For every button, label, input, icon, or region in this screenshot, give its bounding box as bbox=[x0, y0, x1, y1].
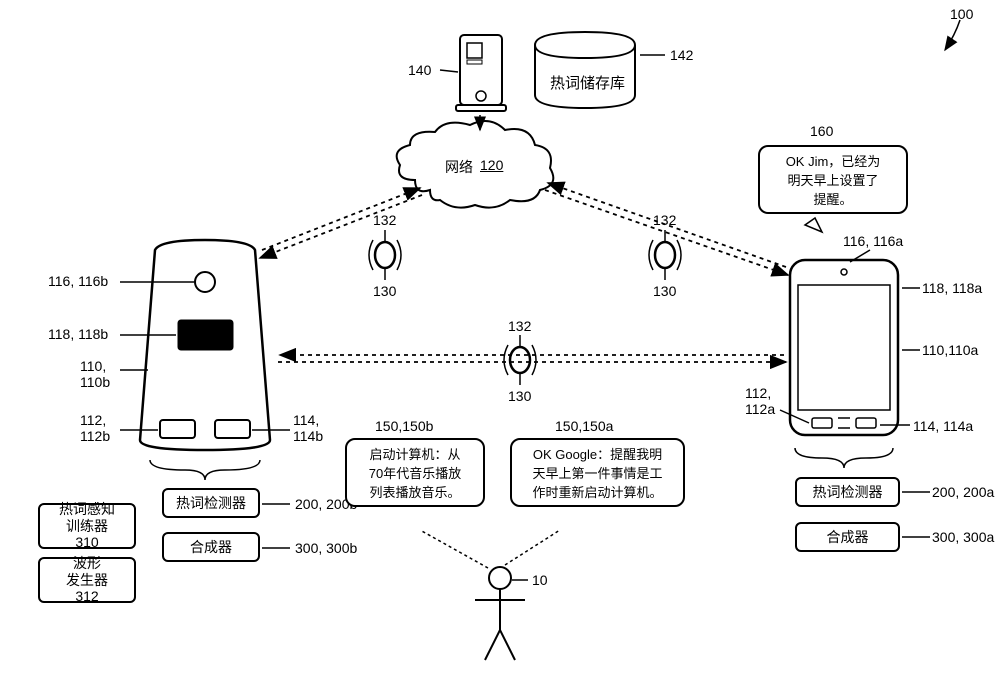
utt-right-text: OK Google：提醒我明 天早上第一件事情是工 作时重新启动计算机。 bbox=[532, 447, 662, 500]
sw-right-132: 132 bbox=[653, 212, 676, 228]
soundwave-left bbox=[369, 230, 401, 280]
phone-device bbox=[790, 260, 898, 435]
utt-left-ref: 150,150b bbox=[375, 418, 433, 434]
spk-synth-box: 合成器 bbox=[162, 532, 260, 562]
utt-left-text: 启动计算机：从 70年代音乐播放 列表播放音乐。 bbox=[369, 447, 461, 500]
phone-screen-ref: 118, 118a bbox=[922, 280, 982, 296]
spk-mic-ref: 116, 116b bbox=[48, 273, 108, 289]
spk-device-ref: 110, 110b bbox=[80, 358, 110, 390]
network-label: 网络 bbox=[445, 157, 473, 177]
spk-body-ref: 118, 118b bbox=[48, 326, 108, 342]
server-icon bbox=[456, 35, 506, 111]
phone-detector-label: 热词检测器 bbox=[813, 482, 883, 502]
phone-body-ref: 110,110a bbox=[922, 342, 978, 358]
network-cloud bbox=[397, 121, 554, 208]
response-ref: 160 bbox=[810, 123, 833, 139]
response-text: OK Jim，已经为 明天早上设置了 提醒。 bbox=[786, 154, 881, 207]
speaker-device bbox=[140, 240, 270, 450]
spk-btn-right: 114, 114b bbox=[293, 412, 323, 444]
sw-center-130: 130 bbox=[508, 388, 531, 404]
trainer-box: 热词感知 训练器 310 bbox=[38, 503, 136, 549]
server-ref: 140 bbox=[408, 62, 431, 78]
wavegen-ref: 312 bbox=[75, 588, 98, 605]
utt-right-bubble: OK Google：提醒我明 天早上第一件事情是工 作时重新启动计算机。 bbox=[510, 438, 685, 507]
sw-left-132: 132 bbox=[373, 212, 396, 228]
user-ref: 10 bbox=[532, 572, 548, 588]
spk-synth-label: 合成器 bbox=[190, 537, 232, 557]
phone-btn-right: 114, 114a bbox=[913, 418, 973, 434]
wavegen-box: 波形 发生器 312 bbox=[38, 557, 136, 603]
sw-center-132: 132 bbox=[508, 318, 531, 334]
figure-ref-label: 100 bbox=[950, 6, 973, 22]
utt-right-ref: 150,150a bbox=[555, 418, 613, 434]
phone-detector-ref: 200, 200a bbox=[932, 484, 994, 500]
soundwave-right bbox=[649, 230, 681, 280]
soundwave-center bbox=[504, 335, 536, 385]
spk-detector-label: 热词检测器 bbox=[176, 493, 246, 513]
spk-btn-left: 112, 112b bbox=[80, 412, 110, 444]
phone-synth-ref: 300, 300a bbox=[932, 529, 994, 545]
phone-synth-box: 合成器 bbox=[795, 522, 900, 552]
sw-left-130: 130 bbox=[373, 283, 396, 299]
phone-mic-ref: 116, 116a bbox=[843, 233, 903, 249]
response-bubble: OK Jim，已经为 明天早上设置了 提醒。 bbox=[758, 145, 908, 214]
network-ref: 120 bbox=[480, 157, 503, 173]
repository-icon bbox=[535, 32, 635, 108]
repository-ref: 142 bbox=[670, 47, 693, 63]
trainer-ref: 310 bbox=[75, 534, 98, 551]
utt-left-bubble: 启动计算机：从 70年代音乐播放 列表播放音乐。 bbox=[345, 438, 485, 507]
repository-label: 热词储存库 bbox=[550, 72, 625, 93]
phone-btn-left: 112, 112a bbox=[745, 385, 775, 417]
diagram-canvas bbox=[0, 0, 1000, 675]
sw-right-130: 130 bbox=[653, 283, 676, 299]
trainer-label: 热词感知 训练器 bbox=[59, 501, 115, 535]
user-icon bbox=[475, 567, 525, 660]
spk-synth-ref: 300, 300b bbox=[295, 540, 357, 556]
spk-detector-box: 热词检测器 bbox=[162, 488, 260, 518]
phone-synth-label: 合成器 bbox=[827, 527, 869, 547]
phone-detector-box: 热词检测器 bbox=[795, 477, 900, 507]
wavegen-label: 波形 发生器 bbox=[66, 555, 108, 589]
